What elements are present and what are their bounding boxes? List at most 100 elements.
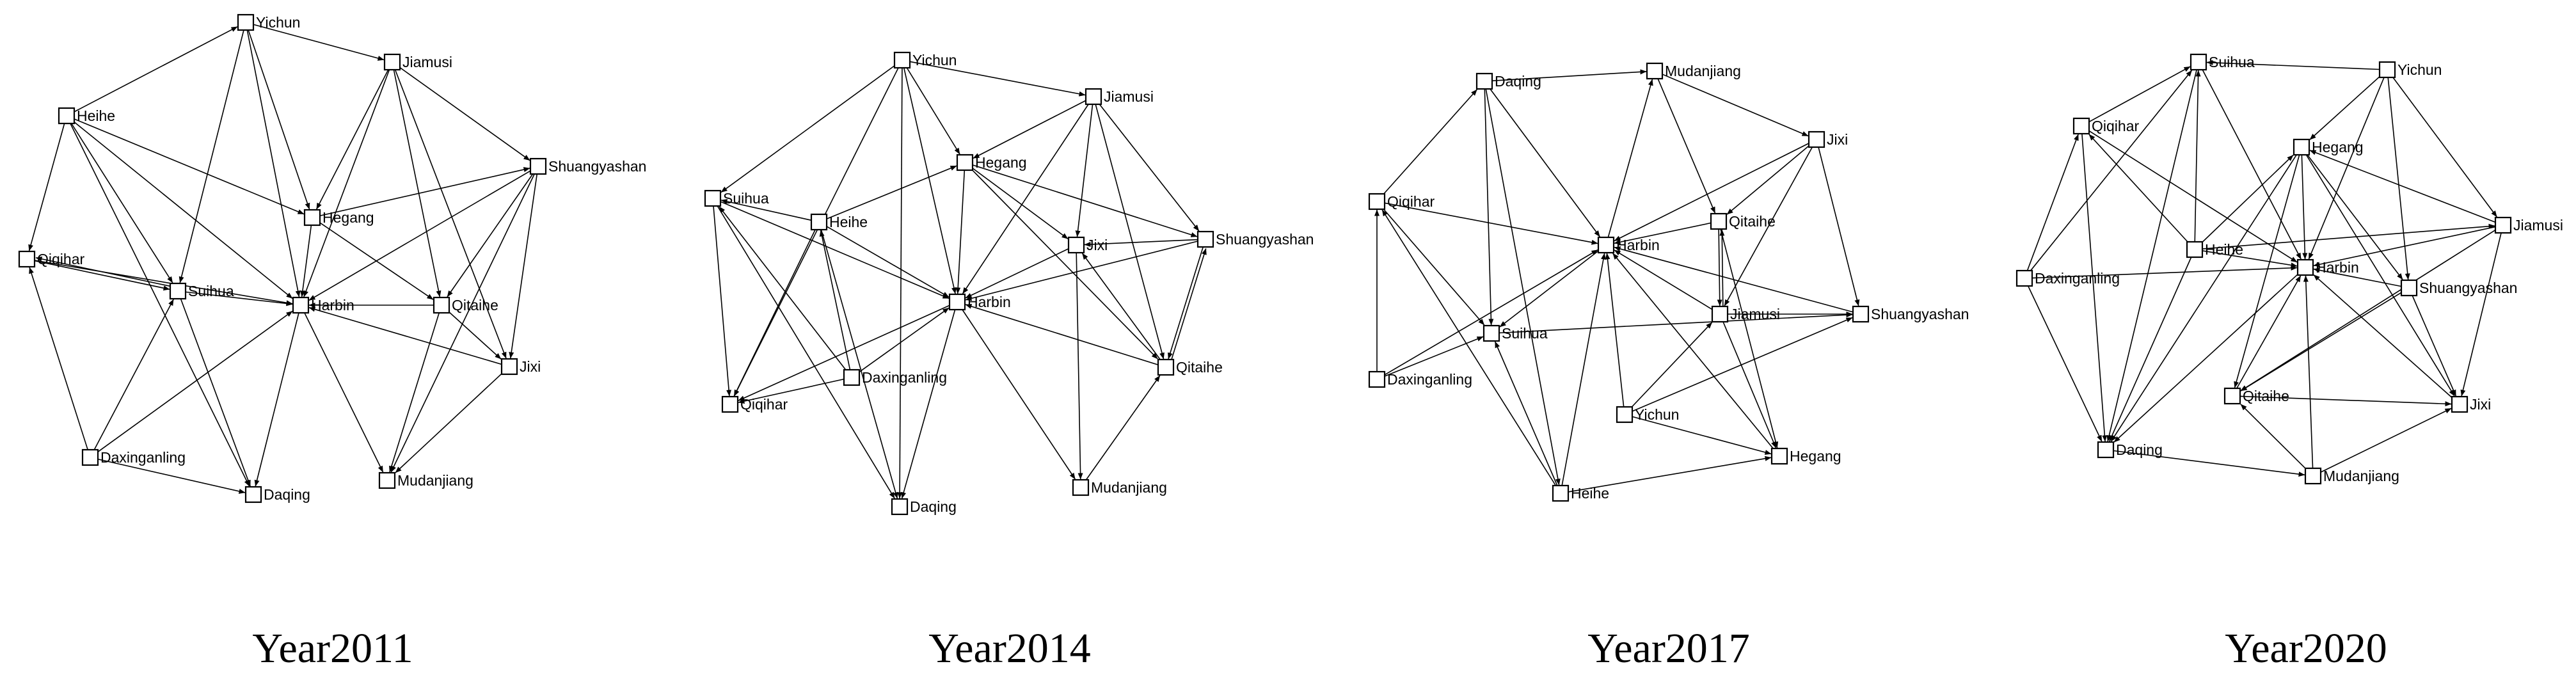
edge-hegang-to-jixi (972, 168, 1069, 240)
edge-hegang-to-jixi (2305, 154, 2455, 397)
edge-jiamusi-to-harbin (2313, 226, 2496, 267)
edge-hegang-to-shuangyashan (2307, 154, 2403, 280)
edge-shuangyashan-to-jixi (1084, 239, 1198, 247)
edge-qitaihe-to-harbin (1614, 222, 1712, 245)
node-mudanjiang: Mudanjiang (2304, 467, 2399, 485)
edge-mudanjiang-to-qitaihe (1657, 78, 1716, 214)
node-label: Harbin (311, 297, 354, 313)
edge-daxinganling-to-suihua (719, 206, 847, 370)
node-shuangyashan: Shuangyashan (2400, 279, 2517, 297)
node-suihua: Suihua (169, 282, 234, 300)
node-box (1085, 88, 1102, 106)
edge-hegang-to-qitaihe (319, 222, 434, 300)
node-box (169, 282, 187, 300)
node-label: Jixi (1827, 131, 1848, 148)
node-box (1072, 479, 1090, 496)
node-shuangyashan: Shuangyashan (1197, 230, 1314, 248)
node-box (2072, 117, 2090, 135)
node-box (2304, 467, 2322, 485)
node-daqing: Daqing (1475, 72, 1541, 90)
panel-2017: Daqing Mudanjiang Jixi Qiqihar Qitaihe Harbin… (1368, 62, 1969, 672)
edge-heihe-to-harbin (826, 226, 950, 298)
edge-hegang-to-harbin (2301, 154, 2308, 260)
node-heihe: Heihe (58, 107, 115, 125)
node-heihe: Heihe (2186, 241, 2243, 258)
edge-heihe-to-qiqihar (2088, 134, 2188, 242)
edge-daxinganling-to-harbin (859, 307, 950, 373)
node-box (1067, 236, 1085, 254)
node-shuangyashan: Shuangyashan (1852, 305, 1969, 323)
edge-shuangyashan-to-qitaihe (2240, 292, 2402, 392)
edge-yichun-to-suihua (2206, 59, 2380, 70)
node-qiqihar: Qiqihar (18, 250, 84, 268)
edge-jixi-to-shuangyashan (1818, 147, 1860, 306)
node-box (2190, 53, 2207, 71)
edge-hegang-to-shuangyashan (972, 164, 1198, 237)
edge-jiamusi-to-harbin (1614, 249, 1713, 310)
edge-qitaihe-to-hegang (1720, 228, 1779, 448)
node-jiamusi: Jiamusi (383, 53, 452, 71)
edge-hegang-to-shuangyashan (319, 167, 530, 217)
node-hegang: Hegang (2293, 138, 2364, 156)
edge-yichun-to-jiamusi (1631, 322, 1713, 408)
node-qitaihe: Qitaihe (433, 296, 498, 314)
edge-daxinganling-to-qiqihar (29, 267, 88, 450)
edge-harbin-to-suihua (1499, 250, 1599, 328)
edge-qiqihar-to-harbin (34, 260, 293, 306)
node-label: Daqing (1495, 73, 1541, 90)
edge-yichun-to-hegang (906, 67, 960, 155)
edge-daxinganling-to-daqing (2027, 285, 2103, 442)
node-mudanjiang: Mudanjiang (1646, 62, 1741, 80)
node-box (1157, 358, 1175, 376)
edge-jiamusi-to-harbin (962, 104, 1089, 294)
edge-heihe-to-suihua (1494, 341, 1558, 486)
node-box (1646, 62, 1664, 80)
node-daqing: Daqing (2097, 441, 2163, 459)
edge-heihe-to-qiqihar (1381, 209, 1557, 486)
edge-jiamusi-to-jixi (1075, 104, 1093, 237)
edge-jixi-to-harbin (2313, 274, 2453, 398)
edge-qiqihar-to-daqing (2081, 133, 2108, 442)
node-label: Yichun (256, 14, 300, 31)
edge-daqing-to-mudanjiang (2113, 450, 2305, 477)
edge-suihua-to-shuangyashan (1499, 312, 1853, 334)
edge-jixi-to-harbin (965, 248, 1069, 299)
node-mudanjiang: Mudanjiang (378, 471, 473, 489)
node-box (58, 107, 76, 125)
node-suihua: Suihua (704, 189, 769, 207)
edge-mudanjiang-to-jixi (2320, 408, 2452, 473)
edge-yichun-to-jiamusi (2392, 77, 2497, 218)
edge-heihe-to-daqing (70, 123, 250, 487)
edge-qitaihe-to-jixi (1081, 253, 1161, 360)
node-harbin: Harbin (292, 296, 354, 314)
edges-2011 (28, 24, 538, 494)
edge-yichun-to-jiamusi (909, 61, 1086, 97)
edge-harbin-to-daqing (901, 309, 956, 499)
edge-qiqihar-to-harbin (1384, 202, 1598, 245)
node-label: Daxinganling (862, 369, 947, 386)
node-box (1808, 131, 1825, 148)
edge-jixi-to-qitaihe (1726, 145, 1809, 215)
node-suihua: Suihua (1483, 324, 1548, 342)
node-shuangyashan: Shuangyashan (529, 157, 646, 175)
edge-jixi-to-mudanjiang (1076, 252, 1083, 480)
nodes-2014: Yichun Jiamusi Hegang Suihua Heihe Jixi Shuang… (704, 51, 1314, 516)
edge-daxinganling-to-qiqihar (2026, 134, 2079, 271)
edge-jixi-to-mudanjiang (395, 373, 502, 473)
node-label: Mudanjiang (1665, 63, 1741, 79)
edge-shuangyashan-to-jixi (509, 173, 538, 359)
edge-mudanjiang-to-harbin (2303, 275, 2314, 469)
node-yichun: Yichun (893, 51, 957, 69)
node-label: Heihe (77, 107, 115, 124)
nodes-2011: Yichun Jiamusi Heihe Shuangyashan Hegang Qiqi… (18, 13, 646, 503)
node-box (433, 296, 450, 314)
node-jiamusi: Jiamusi (2494, 216, 2563, 234)
node-label: Heihe (1571, 485, 1609, 502)
node-label: Shuangyashan (548, 158, 646, 175)
node-label: Jiamusi (1104, 88, 1154, 105)
edge-hegang-to-qitaihe (972, 170, 1158, 360)
edge-suihua-to-daqing (2106, 69, 2197, 442)
edge-qitaihe-to-harbin (965, 304, 1159, 366)
edge-yichun-to-jiamusi (253, 24, 385, 61)
node-box (2378, 61, 2396, 79)
